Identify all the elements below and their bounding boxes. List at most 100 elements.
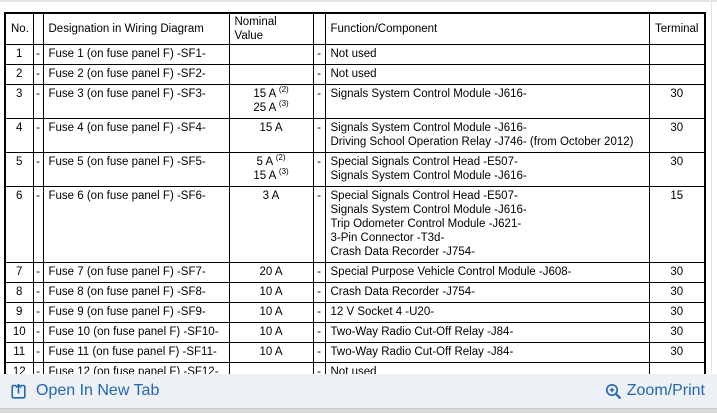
nominal-value-cell: [228, 44, 314, 65]
dash-cell: -: [312, 342, 326, 363]
fuse-number-cell: 11: [4, 342, 34, 363]
terminal-cell: 30: [648, 118, 706, 153]
dash-cell: -: [312, 152, 326, 187]
header-dash-1: [32, 12, 44, 45]
terminal-cell: 15: [648, 186, 706, 263]
dash-cell: -: [32, 118, 44, 153]
header-no: No.: [4, 12, 34, 45]
dash-cell: -: [312, 84, 326, 119]
dash-cell: -: [32, 342, 44, 363]
fuse-row-4: 4- Fuse 4 (on fuse panel F) -SF4- 15 A - Sig…: [4, 118, 706, 153]
footer-bar: Open In New Tab Zoom/Print: [0, 374, 717, 408]
open-in-new-tab-label: Open In New Tab: [36, 382, 160, 399]
zoom-print-link[interactable]: Zoom/Print: [604, 382, 705, 401]
designation-cell: Fuse 8 (on fuse panel F) -SF8-: [42, 282, 230, 303]
designation-cell: Fuse 3 (on fuse panel F) -SF3-: [42, 84, 230, 119]
nominal-value-cell: 15 A (2) 25 A (3): [228, 84, 314, 119]
designation-cell: Fuse 6 (on fuse panel F) -SF6-: [42, 186, 230, 263]
dash-cell: -: [32, 282, 44, 303]
header-designation: Designation in Wiring Diagram: [42, 12, 230, 45]
nominal-value-cell: 5 A (2) 15 A (3): [228, 152, 314, 187]
designation-cell: Fuse 11 (on fuse panel F) -SF11-: [42, 342, 230, 363]
fuse-row-2: 2- Fuse 2 (on fuse panel F) -SF2- - Not use…: [4, 64, 706, 85]
nominal-value-cell: 10 A: [228, 342, 314, 363]
terminal-cell: 30: [648, 342, 706, 363]
fuse-row-10: 10- Fuse 10 (on fuse panel F) -SF10- 10 A-…: [4, 322, 706, 343]
terminal-cell: [648, 64, 706, 85]
designation-cell: Fuse 10 (on fuse panel F) -SF10-: [42, 322, 230, 343]
fuse-number-cell: 5: [4, 152, 34, 187]
function-cell: Special Signals Control Head -E507- Signa…: [324, 186, 650, 263]
function-cell: Signals System Control Module -J616- Driv…: [324, 118, 650, 153]
nominal-value-cell: 10 A: [228, 322, 314, 343]
function-cell: Signals System Control Module -J616-: [324, 84, 650, 119]
bottom-edge-strip: [0, 408, 717, 413]
dash-cell: -: [312, 186, 326, 263]
designation-cell: Fuse 9 (on fuse panel F) -SF9-: [42, 302, 230, 323]
designation-cell: Fuse 2 (on fuse panel F) -SF2-: [42, 64, 230, 85]
terminal-cell: 30: [648, 322, 706, 343]
dash-cell: -: [32, 262, 44, 283]
terminal-cell: 30: [648, 262, 706, 283]
nominal-value-cell: 10 A: [228, 302, 314, 323]
header-function-component: Function/Component: [324, 12, 650, 45]
dash-cell: -: [312, 44, 326, 65]
zoom-print-label: Zoom/Print: [626, 382, 705, 399]
fuse-row-3: 3- Fuse 3 (on fuse panel F) -SF3- 15 A (2)…: [4, 84, 706, 119]
terminal-cell: 30: [648, 152, 706, 187]
header-terminal: Terminal: [648, 12, 706, 45]
fuse-row-7: 7- Fuse 7 (on fuse panel F) -SF7- 20 A - Spe…: [4, 262, 706, 283]
dash-cell: -: [32, 302, 44, 323]
fuse-row-11: 11- Fuse 11 (on fuse panel F) -SF11- 10 A-…: [4, 342, 706, 363]
function-cell: Special Purpose Vehicle Control Module -…: [324, 262, 650, 283]
open-in-new-tab-icon: [10, 382, 28, 400]
fuse-row-1: 1- Fuse 1 (on fuse panel F) -SF1- - Not use…: [4, 44, 706, 65]
fuse-number-cell: 2: [4, 64, 34, 85]
function-cell: Special Signals Control Head -E507- Signa…: [324, 152, 650, 187]
fuse-number-cell: 3: [4, 84, 34, 119]
function-cell: Not used: [324, 64, 650, 85]
designation-cell: Fuse 1 (on fuse panel F) -SF1-: [42, 44, 230, 65]
designation-cell: Fuse 4 (on fuse panel F) -SF4-: [42, 118, 230, 153]
zoom-magnifier-icon: [604, 382, 623, 401]
terminal-cell: 30: [648, 282, 706, 303]
fuse-row-8: 8- Fuse 8 (on fuse panel F) -SF8- 10 A - Cra…: [4, 282, 706, 303]
dash-cell: -: [32, 186, 44, 263]
nominal-value-cell: 3 A: [228, 186, 314, 263]
fuse-number-cell: 1: [4, 44, 34, 65]
terminal-cell: 30: [648, 84, 706, 119]
fuse-number-cell: 7: [4, 262, 34, 283]
dash-cell: -: [32, 322, 44, 343]
dash-cell: -: [32, 44, 44, 65]
header-dash-2: [312, 12, 326, 45]
terminal-cell: [648, 44, 706, 65]
dash-cell: -: [312, 64, 326, 85]
nominal-value-cell: [228, 64, 314, 85]
dash-cell: -: [312, 322, 326, 343]
right-edge-line: [711, 2, 712, 373]
dash-cell: -: [32, 64, 44, 85]
open-in-new-tab-link[interactable]: Open In New Tab: [10, 382, 159, 400]
terminal-cell: 30: [648, 302, 706, 323]
dash-cell: -: [32, 84, 44, 119]
nominal-value-cell: 15 A: [228, 118, 314, 153]
table-header-row: No. Designation in Wiring Diagram Nomina…: [4, 12, 706, 45]
dash-cell: -: [312, 302, 326, 323]
function-cell: Not used: [324, 44, 650, 65]
fuse-row-6: 6- Fuse 6 (on fuse panel F) -SF6- 3 A - Spec…: [4, 186, 706, 263]
dash-cell: -: [32, 152, 44, 187]
designation-cell: Fuse 7 (on fuse panel F) -SF7-: [42, 262, 230, 283]
fuse-row-5: 5- Fuse 5 (on fuse panel F) -SF5- 5 A (2) 1…: [4, 152, 706, 187]
fuse-number-cell: 6: [4, 186, 34, 263]
designation-cell: Fuse 5 (on fuse panel F) -SF5-: [42, 152, 230, 187]
function-cell: Crash Data Recorder -J754-: [324, 282, 650, 303]
fuse-number-cell: 4: [4, 118, 34, 153]
function-cell: 12 V Socket 4 -U20-: [324, 302, 650, 323]
fuse-number-cell: 10: [4, 322, 34, 343]
fuse-number-cell: 9: [4, 302, 34, 323]
dash-cell: -: [312, 282, 326, 303]
fuse-row-9: 9- Fuse 9 (on fuse panel F) -SF9- 10 A -12 …: [4, 302, 706, 323]
fuse-assignment-table: No. Designation in Wiring Diagram Nomina…: [4, 12, 706, 384]
nominal-value-cell: 20 A: [228, 262, 314, 283]
